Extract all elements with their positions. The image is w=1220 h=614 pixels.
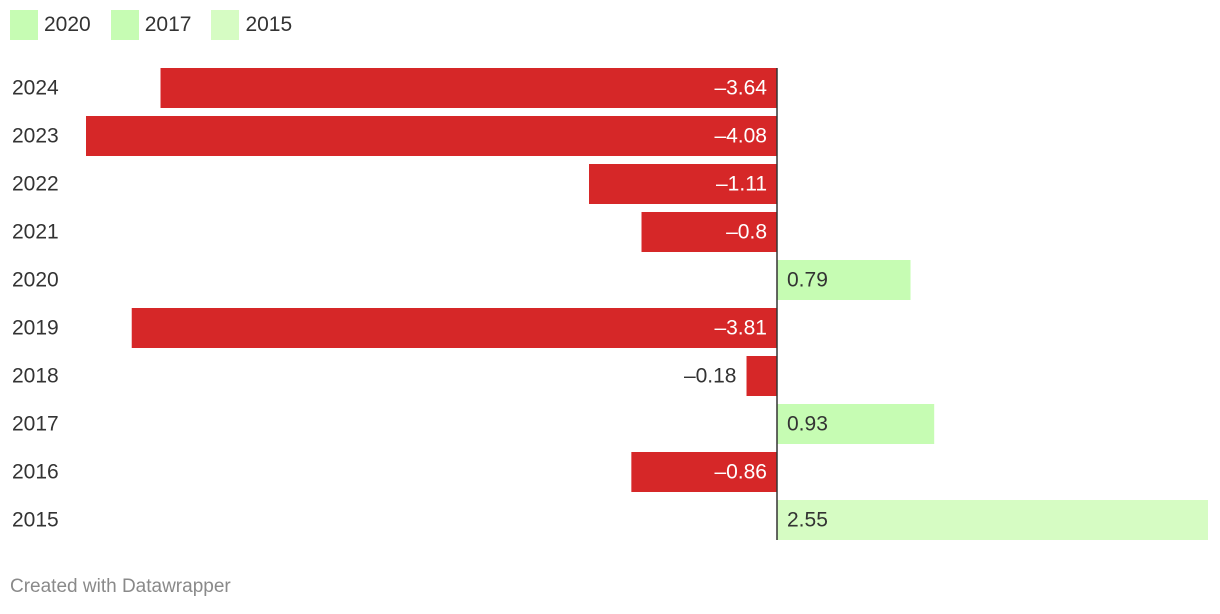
bar [160,68,778,108]
bar [777,260,911,300]
bar [589,164,777,204]
category-label: 2018 [12,365,59,388]
legend-swatch [211,10,240,40]
category-label: 2020 [12,269,59,292]
bar [777,500,1208,540]
bar [641,212,777,252]
legend-item-2017: 2017 [110,10,192,40]
bar [777,404,935,444]
data-label: –0.86 [714,461,767,484]
data-label: 0.93 [787,413,828,436]
legend: 2020 2017 2015 [10,10,312,40]
bar [86,116,777,156]
bar [746,356,777,396]
legend-swatch [110,10,139,40]
bar [131,308,778,348]
legend-label: 2015 [245,13,293,36]
legend-item-2020: 2020 [10,10,91,40]
legend-label: 2017 [144,13,192,36]
legend-label: 2020 [44,13,91,36]
datawrapper-credit[interactable]: Created with Datawrapper [10,576,231,597]
data-label: –0.8 [726,221,767,244]
category-label: 2024 [12,77,59,100]
data-label: 2.55 [787,509,828,532]
category-label: 2023 [12,125,59,148]
category-label: 2015 [12,509,59,532]
data-label: –3.81 [714,317,767,340]
bar-chart: 2024 –3.64 2023 –4.08 2022 –1.11 2021 –0.8 2020 0… [12,68,1208,540]
legend-item-2015: 2015 [211,10,292,40]
category-label: 2017 [12,413,59,436]
data-label: 0.79 [787,269,828,292]
category-label: 2022 [12,173,59,196]
data-label: –3.64 [714,77,767,100]
data-label: –1.11 [716,173,767,196]
bar [631,452,777,492]
data-label: –0.18 [684,365,737,388]
category-label: 2021 [12,221,59,244]
category-label: 2019 [12,317,59,340]
data-label: –4.08 [714,125,767,148]
legend-swatch [10,10,38,40]
category-label: 2016 [12,461,59,484]
